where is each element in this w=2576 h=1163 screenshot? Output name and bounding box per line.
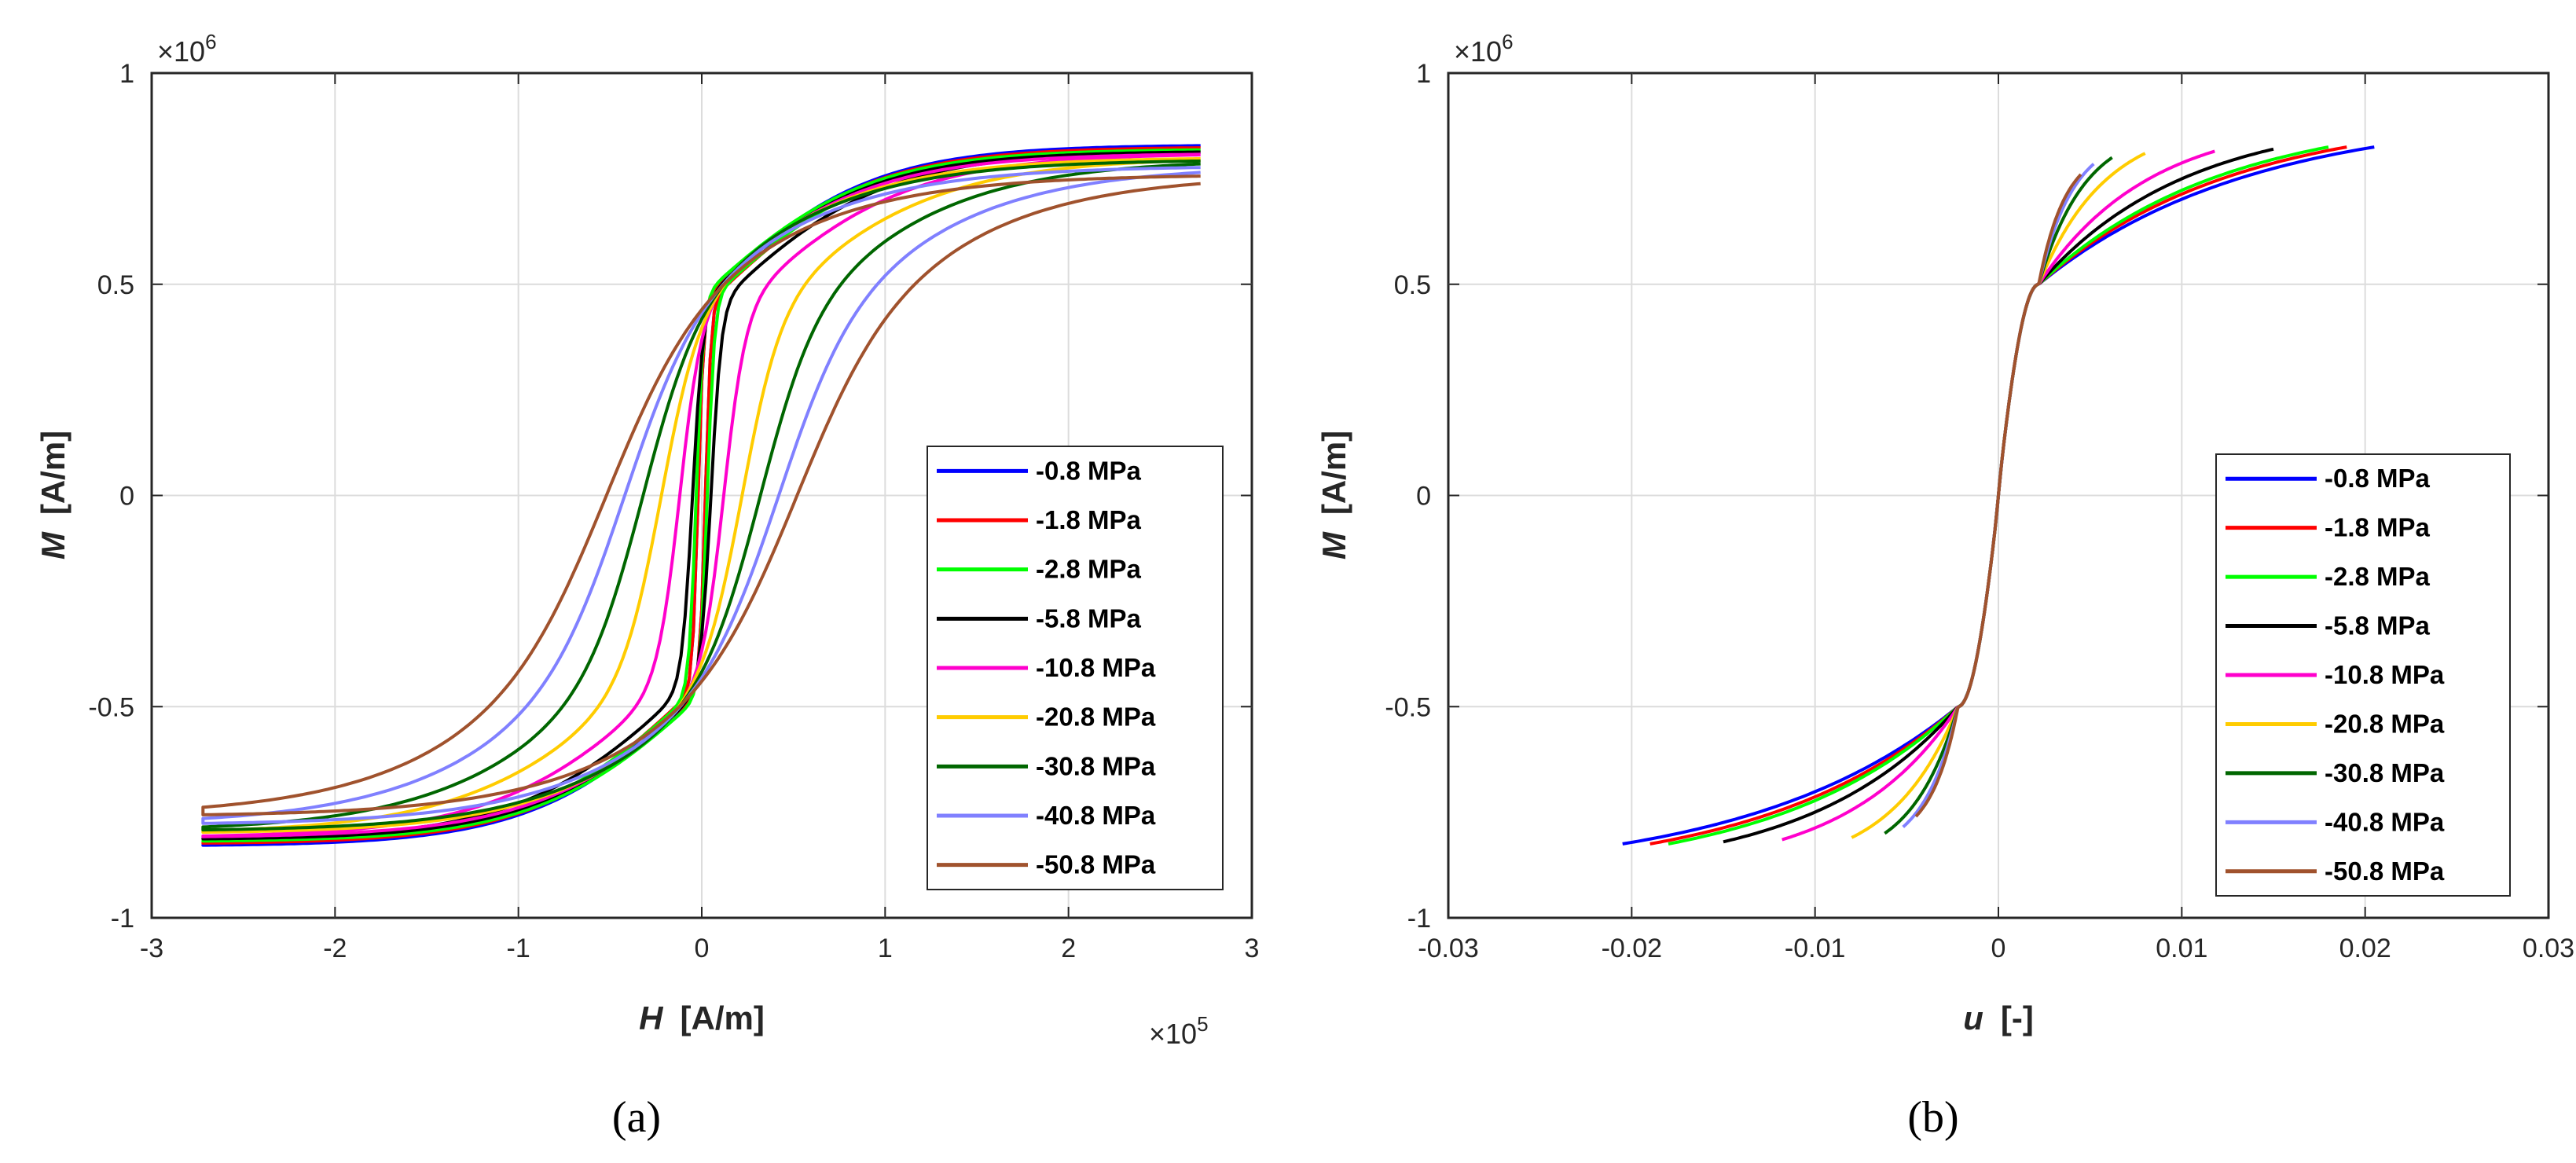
panel-b: -0.03 -0.02 -0.01 0 0.01 0.02 0.03-1-0.500.51 … xyxy=(1316,30,2574,1142)
panel-b-y-tick-label: -0.5 xyxy=(1385,692,1431,722)
panel-b-y-tick-label: 1 xyxy=(1416,59,1431,89)
panel-a-x-tick-label: 2 xyxy=(1061,934,1076,963)
panel-b-x-tick-label: -0.01 xyxy=(1785,934,1846,963)
panel-b-legend-label-40-8-mpa: -40.8 MPa xyxy=(2325,807,2445,836)
panel-b-legend-label-30-8-mpa: -30.8 MPa xyxy=(2325,758,2445,787)
panel-a-y-tick-label: 1 xyxy=(119,59,134,89)
panel-a-x-tick-label: -1 xyxy=(507,934,530,963)
panel-a-y-tick-label: 0 xyxy=(119,482,134,512)
panel-b-legend-label-1-8-mpa: -1.8 MPa xyxy=(2325,513,2431,542)
panel-a-y-tick-label: 0.5 xyxy=(97,270,134,300)
panel-a-legend-label-10-8-mpa: -10.8 MPa xyxy=(1036,653,1156,682)
panel-a-curves xyxy=(201,144,1201,847)
panel-a-x-tick-label: 0 xyxy=(695,934,710,963)
panel-b-x-axis-label: u [-] xyxy=(1963,1000,2034,1036)
panel-a-x-axis-label: H [A/m] xyxy=(639,1000,765,1036)
panel-a-series-40-8-mpa xyxy=(201,166,1201,825)
panel-a-y-tick-label: -0.5 xyxy=(88,692,134,722)
panel-b-x-tick-label: 0.03 xyxy=(2523,934,2574,963)
panel-a-legend: -0.8 MPa -1.8 MPa -2.8 MPa -5.8 MPa -10.8 MP… xyxy=(927,446,1224,890)
panel-b-y-axis-label: M[A/m] xyxy=(1316,431,1352,559)
panel-b-legend-label-20-8-mpa: -20.8 MPa xyxy=(2325,709,2445,738)
panel-a-legend-label-2-8-mpa: -2.8 MPa xyxy=(1036,555,1142,584)
panel-a-caption: (a) xyxy=(612,1093,661,1142)
panel-a-legend-label-40-8-mpa: -40.8 MPa xyxy=(1036,801,1156,830)
panel-a-series-30-8-mpa xyxy=(201,159,1201,832)
panel-b-caption: (b) xyxy=(1907,1093,1958,1142)
panel-b-legend-label-50-8-mpa: -50.8 MPa xyxy=(2325,857,2445,886)
panel-a-legend-label-20-8-mpa: -20.8 MPa xyxy=(1036,703,1156,732)
panel-b-x-tick-label: -0.03 xyxy=(1418,934,1479,963)
panel-b-curves xyxy=(1622,145,2375,846)
panel-a-x-tick-label: 1 xyxy=(878,934,893,963)
panel-a-y-exponent: ×106 xyxy=(157,30,217,68)
panel-a-ticks: -3 -2 -1 0 1 2 3 -1 -0.5 0 0.5 1 xyxy=(88,59,1259,963)
panel-a-x-tick-label: -3 xyxy=(140,934,163,963)
panel-a-legend-label-1-8-mpa: -1.8 MPa xyxy=(1036,505,1142,534)
panel-b-y-tick-label: -1 xyxy=(1407,904,1431,934)
panel-b-legend-label-2-8-mpa: -2.8 MPa xyxy=(2325,562,2431,591)
panel-a-legend-label-50-8-mpa: -50.8 MPa xyxy=(1036,850,1156,879)
panel-a-x-tick-label: 3 xyxy=(1245,934,1260,963)
panel-a-series-50-8-mpa xyxy=(201,174,1201,816)
panel-b-x-tick-label: 0.01 xyxy=(2156,934,2207,963)
panel-b-y-tick-label: 0.5 xyxy=(1394,270,1431,300)
panel-b-x-tick-label: 0 xyxy=(1991,934,2006,963)
panel-a-legend-label-30-8-mpa: -30.8 MPa xyxy=(1036,751,1156,780)
panel-a-y-tick-label: -1 xyxy=(111,904,134,934)
panel-a-series-10-8-mpa xyxy=(201,152,1201,838)
panel-b-y-tick-label: 0 xyxy=(1416,482,1431,512)
panel-a-legend-label-0-8-mpa: -0.8 MPa xyxy=(1036,456,1142,485)
panel-b-y-exponent: ×106 xyxy=(1454,30,1514,68)
panel-a-y-axis-label: M[A/m] xyxy=(35,431,72,559)
panel-a: -3 -2 -1 0 1 2 3 -1 -0.5 0 0.5 1 ×106 ×105 H [A/m] M… xyxy=(35,30,1259,1142)
panel-a-legend-label-5-8-mpa: -5.8 MPa xyxy=(1036,604,1142,633)
panel-b-legend-label-10-8-mpa: -10.8 MPa xyxy=(2325,660,2445,689)
panel-b-x-tick-label: -0.02 xyxy=(1602,934,1663,963)
panel-b-legend-label-0-8-mpa: -0.8 MPa xyxy=(2325,464,2431,493)
panel-b-legend: -0.8 MPa -1.8 MPa -2.8 MPa -5.8 MPa -10.8 MP… xyxy=(2215,453,2511,897)
panel-b-legend-label-5-8-mpa: -5.8 MPa xyxy=(2325,611,2431,640)
panel-b-series-50-8-mpa xyxy=(1914,173,2082,818)
panel-a-x-exponent: ×105 xyxy=(1149,1012,1209,1050)
panel-b-x-tick-label: 0.02 xyxy=(2339,934,2391,963)
panel-a-x-tick-label: -2 xyxy=(323,934,347,963)
panel-b-ticks: -0.03 -0.02 -0.01 0 0.01 0.02 0.03 -1 -0.5 0 0.5 1 xyxy=(1385,59,2574,963)
